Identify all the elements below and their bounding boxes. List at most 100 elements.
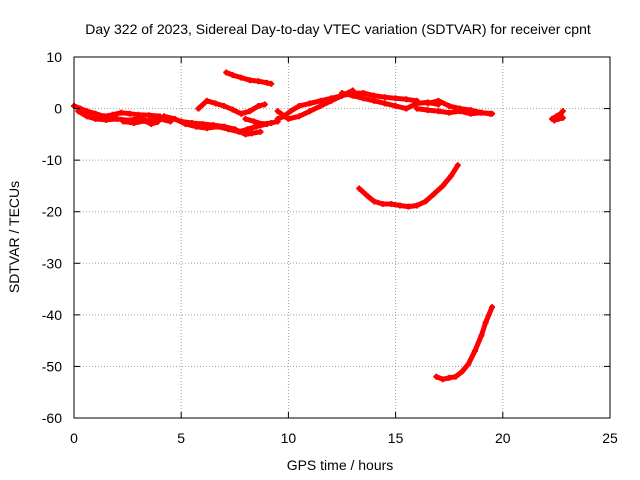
data-point	[171, 115, 178, 122]
data-point	[223, 69, 230, 76]
y-tick-label: 0	[54, 101, 62, 117]
data-point	[559, 114, 566, 121]
data-point	[287, 108, 294, 115]
data-point	[371, 92, 378, 99]
data-point	[296, 113, 303, 120]
data-point	[317, 102, 324, 109]
data-point	[467, 107, 474, 114]
data-point	[221, 102, 228, 109]
data-point	[414, 105, 421, 112]
data-point	[141, 117, 148, 124]
data-point	[203, 97, 210, 104]
data-point	[349, 87, 356, 94]
data-point	[349, 92, 356, 99]
data-point	[92, 115, 99, 122]
data-point	[178, 118, 185, 125]
data-point	[392, 102, 399, 109]
y-tick-label: -20	[42, 204, 62, 220]
data-point	[83, 108, 90, 115]
data-point	[489, 304, 496, 311]
x-tick-label: 5	[177, 430, 185, 446]
data-point	[242, 115, 249, 122]
data-point	[285, 115, 292, 122]
series-arc-15	[433, 304, 495, 382]
data-point	[381, 94, 388, 101]
data-point	[75, 108, 82, 115]
data-point	[126, 110, 133, 117]
data-point	[146, 112, 153, 119]
tick-marks	[73, 56, 611, 419]
x-axis-label: GPS time / hours	[287, 457, 394, 473]
y-axis-label: SDTVAR / TECUs	[6, 181, 22, 293]
data-point	[113, 115, 120, 122]
data-point	[379, 200, 386, 207]
data-point	[92, 110, 99, 117]
data-point	[296, 102, 303, 109]
data-point	[439, 182, 446, 189]
data-point	[154, 118, 161, 125]
data-point	[118, 109, 125, 116]
data-point	[238, 110, 245, 117]
data-point	[148, 121, 155, 128]
y-tick-label: -30	[42, 255, 62, 271]
data-point	[465, 360, 472, 367]
data-point	[555, 115, 562, 122]
data-point	[403, 96, 410, 103]
data-point	[478, 332, 485, 339]
data-point	[446, 102, 453, 109]
x-tick-label: 15	[388, 430, 404, 446]
data-point	[435, 108, 442, 115]
data-point	[360, 95, 367, 102]
data-point	[229, 72, 236, 79]
data-point	[210, 122, 217, 129]
data-point	[551, 117, 558, 124]
data-point	[188, 120, 195, 127]
data-point	[396, 202, 403, 209]
data-point	[83, 113, 90, 120]
data-point	[244, 126, 251, 133]
data-point	[392, 95, 399, 102]
data-point	[317, 97, 324, 104]
plot-frame	[73, 56, 611, 419]
chart-title: Day 322 of 2023, Sidereal Day-to-day VTE…	[85, 21, 591, 37]
y-tick-label: -10	[42, 152, 62, 168]
data-point	[238, 74, 245, 81]
y-tick-label: 10	[46, 49, 62, 65]
data-point	[456, 105, 463, 112]
data-point	[246, 77, 253, 84]
data-point	[306, 100, 313, 107]
data-point	[274, 108, 281, 115]
data-point	[448, 172, 455, 179]
data-point	[161, 113, 168, 120]
data-point	[221, 123, 228, 130]
data-point	[109, 111, 116, 118]
data-point	[131, 120, 138, 127]
data-point	[259, 121, 266, 128]
data-point	[263, 79, 270, 86]
data-point	[229, 106, 236, 113]
x-tick-labels: 0 5 10 15 20 25	[70, 430, 618, 446]
y-tick-label: -50	[42, 358, 62, 374]
data-point	[452, 373, 459, 380]
data-point	[257, 128, 264, 135]
data-point	[242, 131, 249, 138]
data-point	[486, 110, 493, 117]
data-point	[482, 319, 489, 326]
data-point	[268, 120, 275, 127]
data-point	[433, 373, 440, 380]
data-point	[255, 102, 262, 109]
data-point	[431, 190, 438, 197]
data-point	[439, 376, 446, 383]
series-arc-11	[339, 90, 441, 112]
data-point	[454, 162, 461, 169]
data-point	[478, 109, 485, 116]
data-point	[381, 100, 388, 107]
data-point	[231, 126, 238, 133]
data-point	[405, 203, 412, 210]
data-point	[261, 101, 268, 108]
data-point	[364, 193, 371, 200]
data-point	[414, 202, 421, 209]
data-point	[371, 97, 378, 104]
data-point	[446, 374, 453, 381]
